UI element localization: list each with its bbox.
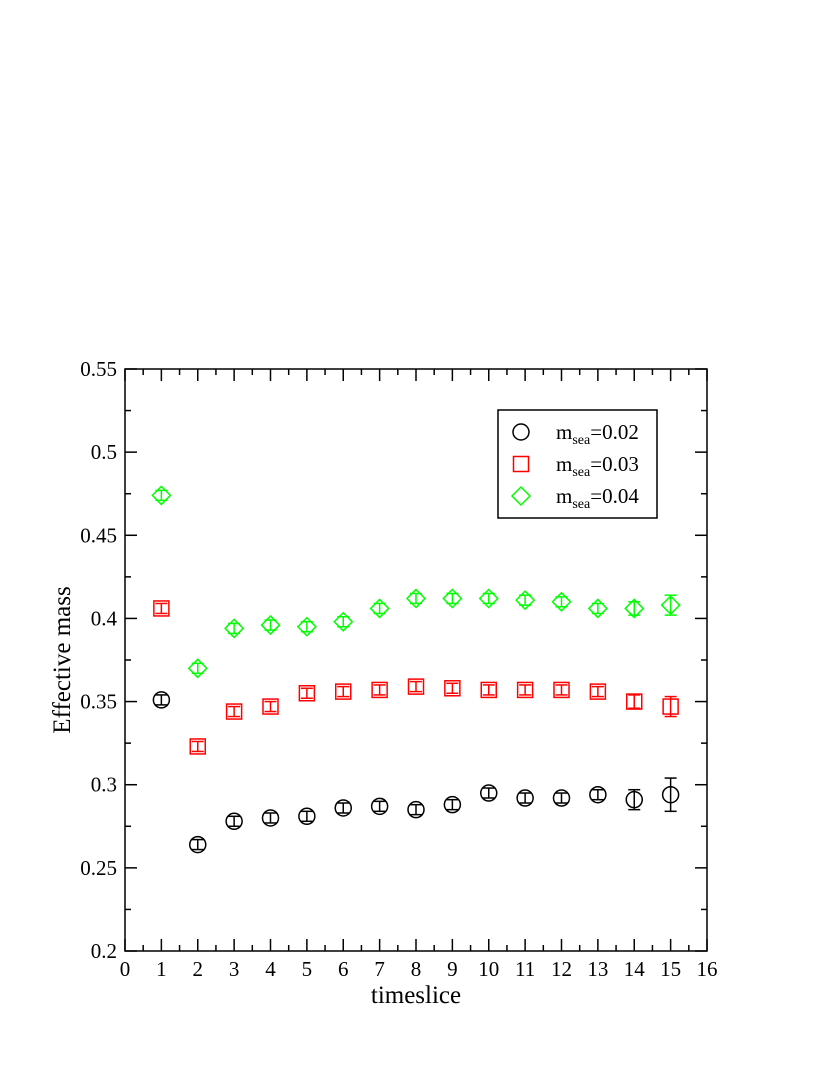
data-point-diamond: [296, 616, 317, 637]
x-tick-label: 3: [229, 957, 240, 981]
data-point-circle: [298, 807, 316, 826]
data-point-square: [371, 681, 388, 699]
data-point-diamond: [187, 658, 208, 679]
data-point-circle: [189, 835, 207, 854]
data-point-square: [298, 685, 316, 702]
x-tick-label: 4: [265, 957, 276, 981]
data-point-circle: [625, 790, 643, 809]
x-tick-label: 10: [478, 957, 499, 981]
data-point-square: [262, 698, 279, 715]
data-point-square: [225, 703, 243, 720]
data-point-circle: [443, 795, 462, 814]
x-tick-label: 13: [587, 957, 608, 981]
x-tick-label: 16: [697, 957, 718, 981]
y-tick-label: 0.55: [80, 357, 117, 381]
data-point-circle: [370, 797, 389, 816]
legend-box: [497, 409, 658, 519]
data-point-diamond: [260, 615, 281, 636]
y-tick-label: 0.2: [91, 939, 117, 963]
data-point-circle: [152, 691, 171, 709]
x-tick-label: 2: [193, 957, 204, 981]
data-point-diamond: [333, 611, 354, 632]
data-point-diamond: [405, 588, 427, 609]
legend-label: msea=0.03: [556, 452, 639, 480]
data-point-diamond: [442, 588, 463, 609]
legend-marker-square: [512, 455, 530, 473]
x-tick-label: 6: [338, 957, 349, 981]
data-point-square: [153, 600, 170, 617]
data-points: [151, 485, 681, 854]
data-point-circle: [334, 799, 352, 817]
data-point-circle: [261, 809, 280, 827]
x-axis-title: timeslice: [371, 982, 461, 1009]
x-tick-label: 14: [624, 957, 646, 981]
data-point-diamond: [151, 485, 172, 506]
data-point-diamond: [224, 618, 245, 639]
data-point-diamond: [624, 598, 645, 619]
data-point-square: [516, 681, 534, 699]
data-point-square: [662, 698, 679, 715]
data-point-square: [553, 681, 570, 699]
data-point-circle: [480, 784, 498, 802]
legend: msea=0.02 msea=0.03 msea=0.04: [497, 409, 658, 519]
data-point-diamond: [515, 590, 536, 611]
data-point-square: [589, 683, 607, 700]
x-tick-label: 7: [374, 957, 385, 981]
y-tick-label: 0.35: [80, 690, 117, 714]
data-point-circle: [407, 800, 425, 819]
y-tick-label: 0.25: [80, 856, 117, 880]
series-circle: [152, 691, 680, 854]
x-tick-label: 9: [447, 957, 458, 981]
y-tick-label: 0.5: [91, 440, 117, 464]
data-point-circle: [589, 785, 607, 804]
data-point-circle: [516, 789, 534, 807]
data-point-circle: [661, 785, 680, 804]
data-point-square: [189, 738, 206, 755]
data-point-circle: [225, 812, 243, 831]
tick-labels: 0 1 2 3 4 5 6 7 8 9 10 11 12 13 14 15 160.20.250.30.350.…: [80, 357, 717, 981]
data-point-diamond: [660, 595, 681, 616]
data-point-diamond: [369, 598, 390, 619]
y-tick-label: 0.4: [91, 606, 118, 630]
data-point-square: [480, 681, 497, 699]
data-point-square: [407, 678, 425, 695]
legend-marker-diamond: [510, 485, 532, 507]
data-point-square: [335, 683, 352, 700]
y-axis-title: Effective mass: [49, 586, 76, 733]
data-point-diamond: [551, 591, 572, 612]
data-point-square: [626, 693, 643, 710]
legend-marker-circle: [512, 423, 530, 441]
x-tick-label: 12: [551, 957, 572, 981]
legend-label: msea=0.04: [556, 484, 639, 512]
data-point-diamond: [587, 598, 608, 619]
y-tick-label: 0.45: [80, 523, 117, 547]
data-point-circle: [552, 789, 571, 807]
data-point-square: [444, 680, 461, 697]
legend-label: msea=0.02: [556, 420, 639, 448]
y-tick-label: 0.3: [91, 773, 117, 797]
x-tick-label: 11: [515, 957, 535, 981]
series-square: [153, 600, 679, 755]
x-tick-label: 0: [120, 957, 131, 981]
x-tick-label: 8: [411, 957, 422, 981]
x-tick-label: 5: [302, 957, 313, 981]
axis-ticks: [124, 368, 708, 952]
x-tick-label: 15: [660, 957, 681, 981]
series-diamond: [151, 485, 681, 679]
data-point-diamond: [478, 588, 499, 609]
x-tick-label: 1: [156, 957, 167, 981]
